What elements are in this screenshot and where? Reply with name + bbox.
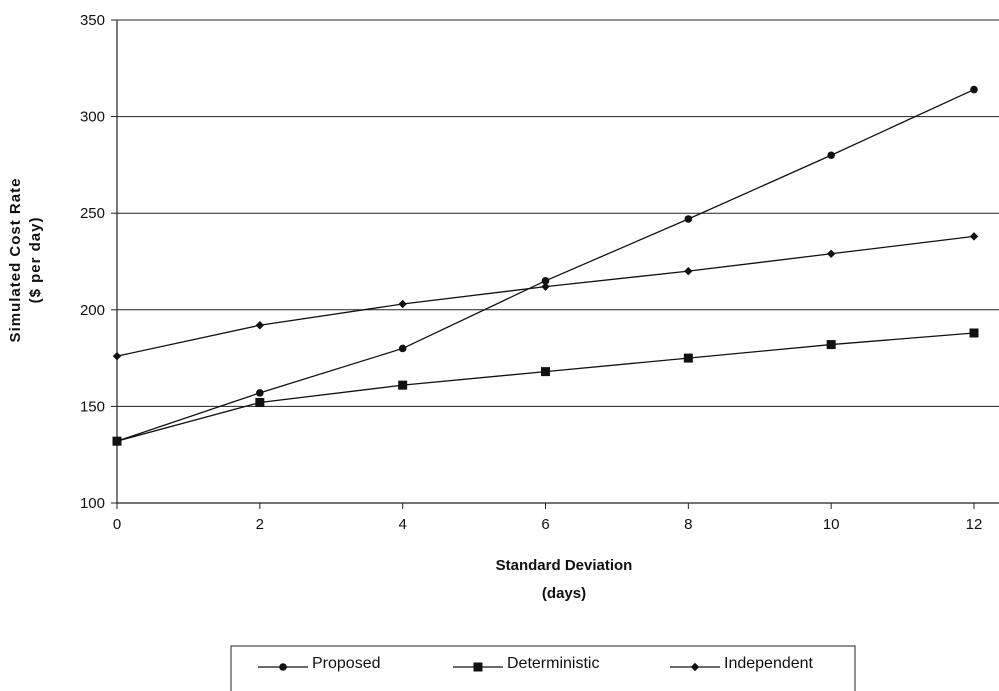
series-line-proposed xyxy=(116,88,975,442)
series-line-deterministic xyxy=(116,332,975,442)
point-independent-2 xyxy=(255,321,265,330)
point-independent-12 xyxy=(969,232,979,241)
point-proposed-12 xyxy=(970,85,978,94)
legend-label-independent: Independent xyxy=(724,655,814,672)
tick-labels: 100 150 200 250 300 350 0 2 4 6 8 10 12 xyxy=(80,12,982,533)
legend-box xyxy=(230,645,856,691)
point-independent-8 xyxy=(684,266,693,276)
x-tick-label-12: 12 xyxy=(966,516,983,533)
point-independent-4 xyxy=(398,299,407,309)
y-axis-title-line2: ($ per day) xyxy=(27,217,44,304)
y-tick-label-150: 150 xyxy=(80,398,105,415)
axes xyxy=(111,19,999,509)
point-independent-6 xyxy=(541,282,550,291)
gridlines xyxy=(117,19,999,407)
x-tick-label-10: 10 xyxy=(823,516,840,533)
point-independent-10 xyxy=(826,249,836,258)
legend: Proposed Deterministic Independent xyxy=(230,645,856,691)
point-proposed-4 xyxy=(398,344,407,353)
point-deterministic-10 xyxy=(826,340,836,350)
point-proposed-10 xyxy=(827,151,835,160)
legend-marker-deterministic xyxy=(473,662,483,672)
point-deterministic-2 xyxy=(255,398,265,408)
legend-label-deterministic: Deterministic xyxy=(507,655,599,672)
point-independent-0 xyxy=(112,351,122,361)
legend-marker-proposed xyxy=(279,663,287,671)
point-proposed-2 xyxy=(256,389,264,397)
legend-item-proposed: Proposed xyxy=(258,655,381,672)
legend-marker-independent xyxy=(690,662,700,672)
x-tick-label-0: 0 xyxy=(113,516,121,533)
x-axis-title-line2: (days) xyxy=(542,585,586,602)
point-deterministic-0 xyxy=(112,436,122,446)
series-deterministic xyxy=(112,328,979,446)
y-tick-label-200: 200 xyxy=(80,302,105,319)
point-deterministic-12 xyxy=(969,328,979,338)
legend-item-deterministic: Deterministic xyxy=(453,655,599,672)
y-tick-label-350: 350 xyxy=(80,12,105,29)
point-proposed-8 xyxy=(684,215,693,223)
x-tick-label-2: 2 xyxy=(256,516,264,533)
x-tick-label-4: 4 xyxy=(398,516,406,533)
point-proposed-6 xyxy=(541,277,550,285)
y-tick-label-250: 250 xyxy=(80,205,105,222)
y-axis-title-line1: Simulated Cost Rate xyxy=(7,178,24,343)
y-tick-label-100: 100 xyxy=(80,495,105,512)
series-layer xyxy=(112,85,979,446)
y-tick-label-300: 300 xyxy=(80,109,105,126)
x-axis-title-line1: Standard Deviation xyxy=(496,557,633,574)
x-tick-label-6: 6 xyxy=(541,516,549,533)
legend-label-proposed: Proposed xyxy=(312,655,381,672)
x-tick-label-8: 8 xyxy=(684,516,692,533)
legend-item-independent: Independent xyxy=(670,655,814,672)
series-line-independent xyxy=(116,235,975,357)
point-deterministic-6 xyxy=(541,367,550,377)
point-deterministic-4 xyxy=(398,380,408,390)
series-independent xyxy=(112,232,979,361)
series-proposed xyxy=(113,85,978,445)
point-deterministic-8 xyxy=(683,353,693,363)
